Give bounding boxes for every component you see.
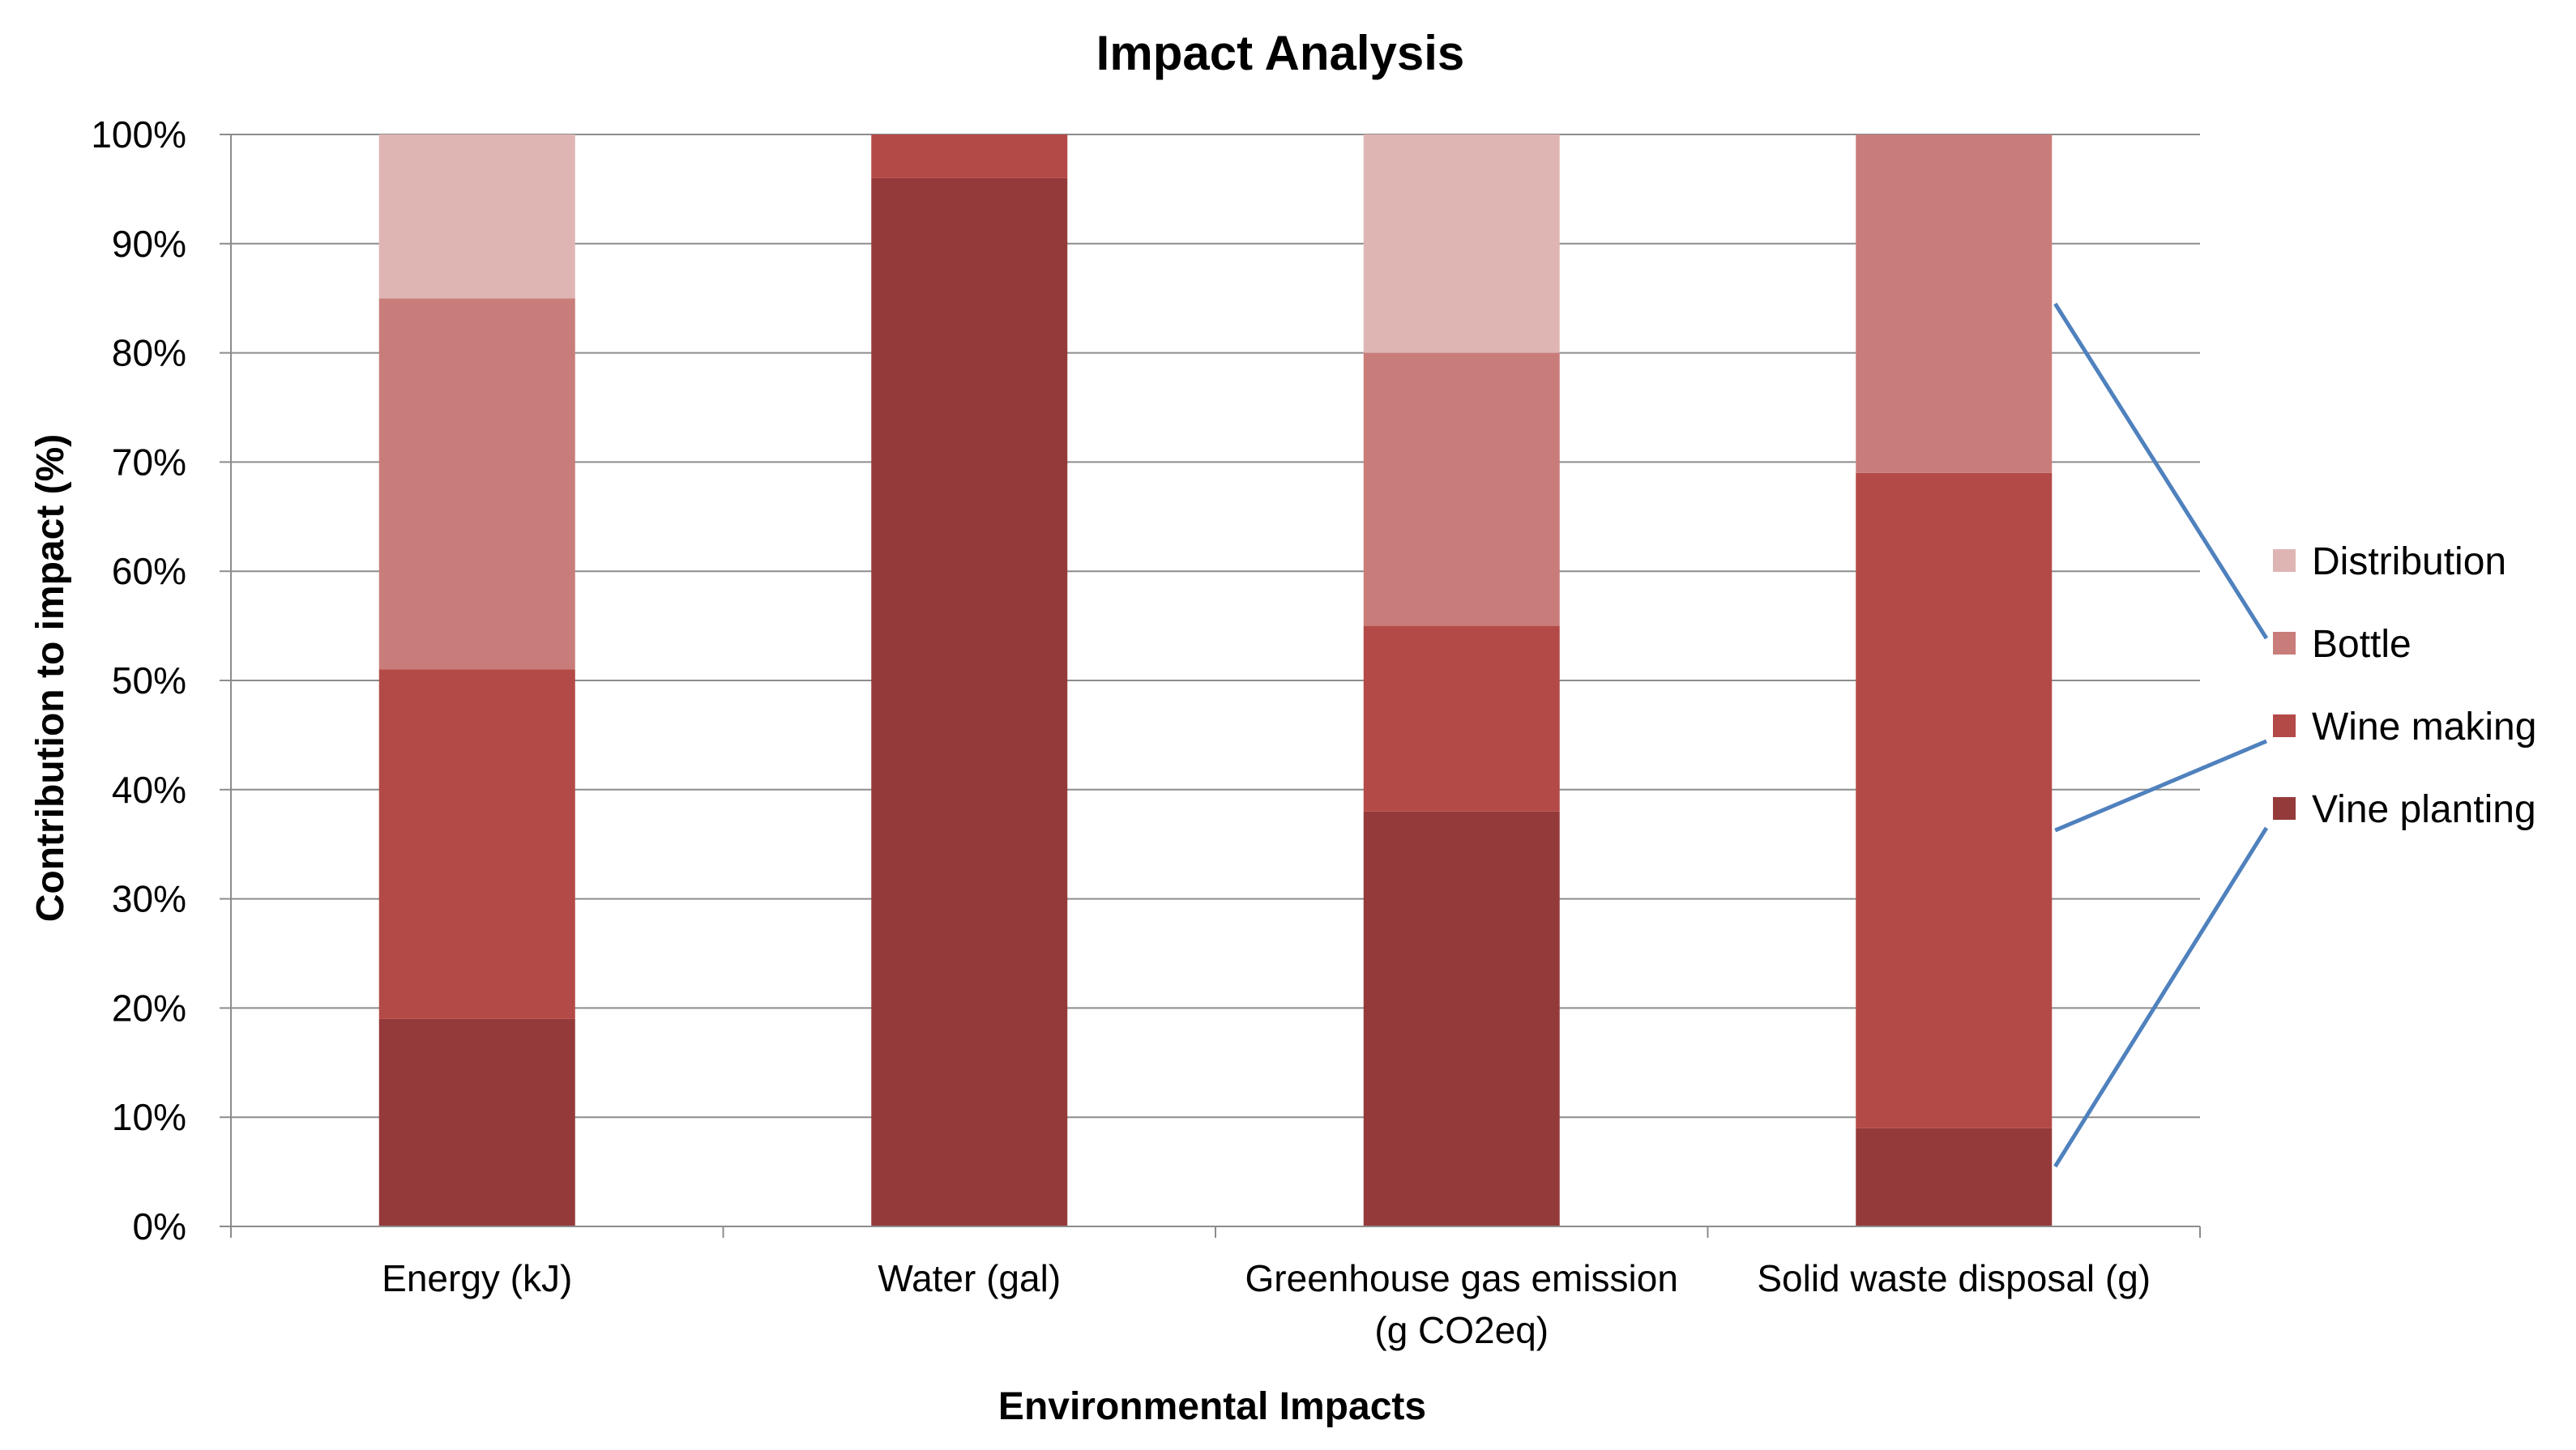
bar-segment-bottle (378, 298, 575, 670)
x-category-label: Solid waste disposal (g) (1757, 1257, 2151, 1299)
annotation-line (2053, 302, 2269, 640)
annotation-lines (2053, 302, 2269, 1168)
annotation-line (2053, 826, 2269, 1168)
bar-segment-bottle (1856, 134, 2053, 473)
y-axis-label: Contribution to impact (%) (29, 434, 72, 923)
y-tick-label: 90% (112, 223, 186, 265)
bar-segment-vine-planting (871, 177, 1068, 1226)
y-tick-label: 20% (112, 987, 186, 1029)
y-tick-label: 50% (112, 659, 186, 702)
y-tick-label: 80% (112, 332, 186, 374)
y-tick-label: 70% (112, 441, 186, 483)
bar-segment-vine-planting (1856, 1128, 2053, 1226)
x-axis-label: Environmental Impacts (998, 1385, 1426, 1428)
x-category-label: (g CO2eq) (1374, 1309, 1549, 1351)
bar-segment-vine-planting (1363, 811, 1560, 1226)
y-tick-labels: 0% 10% 20% 30% 40% 50% 60% 70% 80% 90% 100% (91, 113, 186, 1247)
bar-segment-wine-making (871, 134, 1068, 178)
legend-label: Wine making (2312, 706, 2536, 748)
bar-segment-wine-making (378, 669, 575, 1019)
legend-swatch-bottle (2273, 632, 2296, 655)
legend-label: Bottle (2312, 623, 2412, 666)
y-tick-label: 0% (133, 1205, 186, 1247)
x-category-label: Water (gal) (878, 1257, 1061, 1299)
bar-segment-wine-making (1363, 625, 1560, 812)
bar-segment-wine-making (1856, 472, 2053, 1128)
x-category-label: Greenhouse gas emission (1245, 1257, 1678, 1299)
legend-swatch-distribution (2273, 549, 2296, 572)
y-tick-label: 100% (91, 113, 186, 156)
y-tick-label: 60% (112, 550, 186, 592)
legend-swatch-wine-making (2273, 714, 2296, 737)
bar-segment-distribution (1363, 134, 1560, 353)
chart-title: Impact Analysis (1096, 26, 1465, 80)
y-tick-label: 30% (112, 878, 186, 920)
axes (220, 134, 2201, 1238)
bar-segment-distribution (378, 134, 575, 299)
x-category-labels: Energy (kJ) Water (gal) Greenhouse gas emi… (382, 1257, 2151, 1351)
legend-label: Vine planting (2312, 788, 2536, 831)
y-tick-label: 10% (112, 1096, 186, 1138)
bars (378, 134, 2053, 1226)
bar-segment-vine-planting (378, 1018, 575, 1226)
bar-segment-bottle (1363, 352, 1560, 626)
legend-swatch-vine-planting (2273, 797, 2296, 820)
annotation-line (2054, 739, 2267, 833)
legend: Distribution Bottle Wine making Vine planti… (2273, 540, 2536, 831)
x-category-label: Energy (kJ) (382, 1257, 572, 1299)
legend-label: Distribution (2312, 540, 2506, 583)
y-tick-label: 40% (112, 769, 186, 811)
